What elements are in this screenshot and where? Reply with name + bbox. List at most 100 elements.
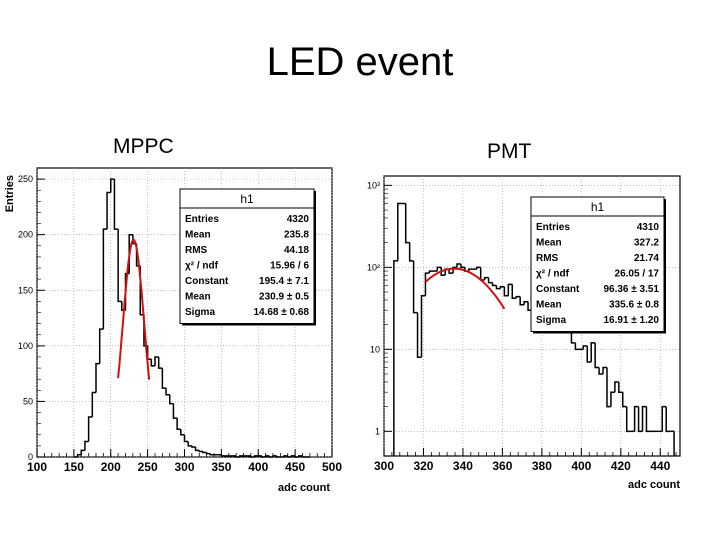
mppc-x-tick-label: 350	[211, 460, 231, 474]
pmt-histogram-bin	[519, 296, 525, 306]
pmt-stats-label: χ² / ndf	[536, 269, 570, 280]
pmt-histogram-bin	[614, 381, 619, 393]
pmt-x-tick-label: 420	[611, 459, 631, 473]
mppc-y-tick-label: 50	[23, 396, 33, 406]
pmt-histogram-bin	[602, 366, 607, 375]
mppc-stats-label: χ² / ndf	[185, 261, 219, 272]
mppc-histogram-bin	[84, 440, 89, 451]
pmt-stats-value: 96.36 ± 3.51	[603, 284, 659, 295]
mppc-histogram-bin	[76, 454, 82, 457]
pmt-histogram-bin	[523, 301, 529, 305]
pmt-histogram-bin	[393, 260, 398, 456]
mppc-histogram-bin	[290, 455, 296, 457]
mppc-y-tick-label: 0	[28, 452, 33, 462]
pmt-x-tick-label: 300	[374, 459, 394, 473]
mppc-histogram-bin	[253, 455, 259, 457]
mppc-histogram-bin	[264, 455, 270, 457]
pmt-histogram-bin	[460, 263, 465, 269]
mppc-x-tick-label: 450	[285, 460, 305, 474]
mppc-histogram-bin	[87, 416, 93, 442]
mppc-histogram-bin	[91, 391, 96, 417]
pmt-histogram-bin	[440, 267, 446, 277]
mppc-stats-value: 15.96 / 6	[270, 261, 309, 272]
pmt-histogram-bin	[397, 202, 402, 261]
mppc-stats-hist-name: h1	[240, 192, 254, 206]
mppc-stats-box	[179, 188, 315, 324]
pmt-x-tick-label: 340	[453, 459, 473, 473]
pmt-y-tick-label: 10	[370, 344, 380, 354]
mppc-x-tick-label: 500	[322, 460, 342, 474]
mppc-histogram-bin	[235, 455, 240, 458]
pmt-x-tick-label: 380	[532, 459, 552, 473]
mppc-stats-label: RMS	[185, 245, 208, 256]
mppc-histogram-bin	[95, 362, 100, 393]
mppc-stats-label: Constant	[185, 276, 229, 287]
mppc-histogram-bin	[301, 455, 307, 458]
pmt-x-tick-label: 400	[571, 459, 591, 473]
mppc-histogram-bin	[239, 455, 244, 457]
pmt-stats-value: 327.2	[634, 238, 659, 249]
mppc-histogram-bin	[187, 441, 192, 447]
pmt-histogram-bin	[570, 330, 576, 344]
mppc-histogram-bin	[165, 388, 170, 396]
mppc-histogram-bin	[98, 328, 104, 364]
pmt-histogram-bin	[622, 392, 627, 408]
pmt-histogram-bin	[507, 283, 513, 296]
pmt-histogram-bin	[436, 266, 442, 272]
pmt-gaussian-fit-curve	[424, 267, 506, 310]
mppc-stats-label: Sigma	[185, 307, 215, 318]
pmt-histogram-bin	[487, 277, 493, 284]
mppc-stats-value: 4320	[287, 214, 310, 225]
pmt-histogram-bin	[574, 342, 580, 351]
pmt-x-tick-label: 320	[413, 459, 433, 473]
pmt-histogram-bin	[594, 342, 600, 369]
pmt-stats-value: 335.6 ± 0.8	[609, 300, 659, 311]
pmt-histogram-bin	[503, 286, 509, 297]
pmt-histogram-bin	[420, 295, 426, 358]
pmt-histogram-bin	[412, 260, 418, 314]
mppc-x-tick-label: 150	[64, 460, 84, 474]
pmt-stats-label: Sigma	[536, 315, 566, 326]
slide-title: LED event	[266, 40, 454, 84]
mppc-histogram-bin	[250, 455, 255, 458]
pmt-histogram-bin	[495, 285, 501, 290]
pmt-histogram-bin	[456, 263, 461, 268]
mppc-histogram-bin	[283, 455, 288, 457]
pmt-x-tick-label: 440	[650, 459, 670, 473]
mppc-panel-label: MPPC	[113, 135, 174, 158]
pmt-histogram-bin	[610, 391, 615, 407]
mppc-histogram-bin	[205, 452, 211, 455]
pmt-y-tick-label: 10²	[367, 262, 380, 272]
mppc-x-tick-label: 400	[248, 460, 268, 474]
mppc-histogram-bin	[113, 179, 119, 230]
pmt-histogram-bin	[637, 406, 643, 433]
pmt-stats-box	[530, 196, 665, 332]
pmt-histogram-bin	[428, 270, 434, 274]
mppc-histogram-bin	[194, 446, 200, 452]
pmt-histogram-bin	[416, 312, 422, 359]
mppc-y-tick-label: 200	[18, 230, 33, 240]
mppc-stats-label: Entries	[185, 214, 219, 225]
pmt-histogram-bin	[661, 405, 667, 432]
mppc-histogram-bin	[180, 429, 185, 436]
mppc-histogram-bin	[172, 403, 178, 419]
mppc-x-axis-label: adc count	[278, 482, 330, 494]
mppc-histogram-bin	[198, 450, 203, 453]
pmt-histogram-bin	[606, 367, 611, 408]
pmt-stats-value: 4310	[637, 222, 660, 233]
mppc-histogram-bin	[176, 418, 181, 430]
pmt-stats-value: 26.05 / 17	[615, 269, 660, 280]
pmt-stats-label: Mean	[536, 300, 562, 311]
pmt-histogram-bin	[483, 276, 489, 281]
pmt-histogram-bin	[590, 342, 596, 363]
pmt-y-tick-label: 10³	[367, 180, 380, 190]
mppc-stats-value: 230.9 ± 0.5	[259, 292, 309, 303]
mppc-y-tick-label: 100	[18, 341, 33, 351]
mppc-histogram-bin	[268, 455, 273, 458]
mppc-gaussian-fit-curve	[117, 238, 151, 380]
mppc-stats-label: Mean	[185, 230, 211, 241]
pmt-histogram-bin	[582, 345, 588, 350]
mppc-histogram-bin	[191, 445, 196, 448]
